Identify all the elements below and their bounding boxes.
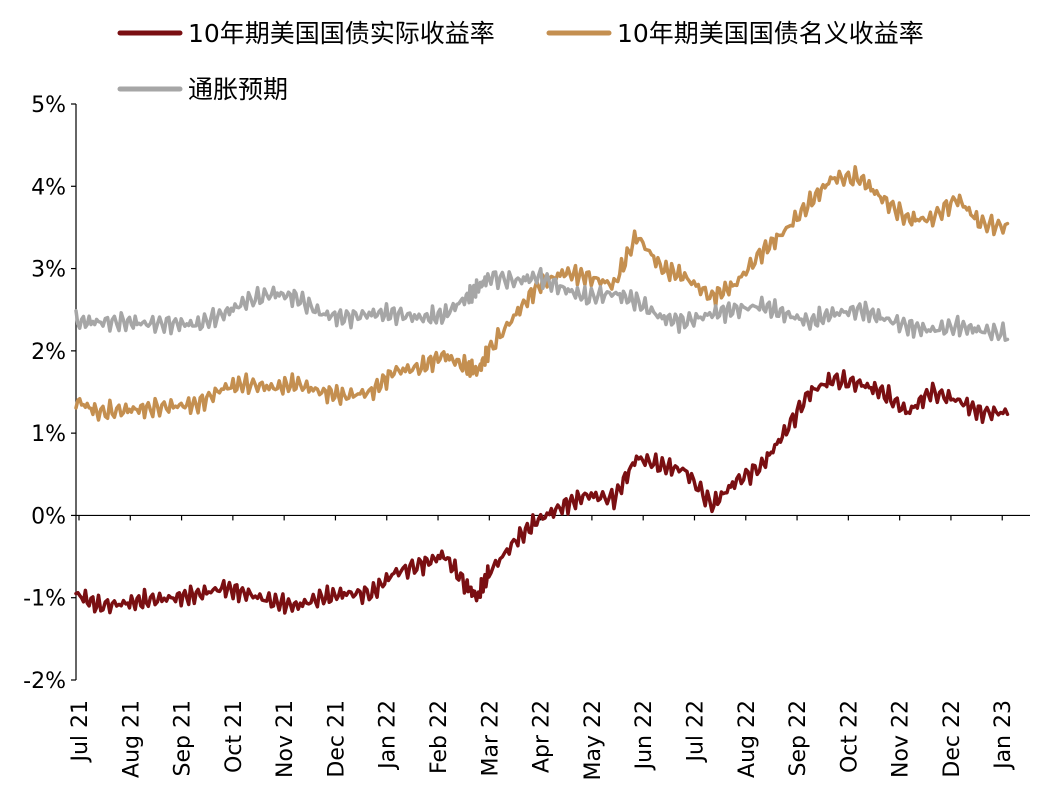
y-tick-label: -2% xyxy=(23,669,66,694)
y-tick-label: 1% xyxy=(31,422,66,447)
x-tick-label: Nov 21 xyxy=(273,700,298,778)
x-tick-label: Aug 22 xyxy=(735,700,760,778)
y-tick-label: 5% xyxy=(31,93,66,118)
y-tick-label: 3% xyxy=(31,258,66,283)
x-tick-label: Feb 22 xyxy=(427,700,452,774)
x-tick-label: Jan 22 xyxy=(376,700,401,771)
x-tick-label: Oct 21 xyxy=(222,700,247,773)
series-line xyxy=(74,369,1010,615)
x-tick-label: Jul 21 xyxy=(68,700,93,764)
x-tick-label: May 22 xyxy=(581,700,606,780)
series-line xyxy=(74,165,1010,422)
x-tick-label: Apr 22 xyxy=(530,700,555,773)
y-tick-label: 2% xyxy=(31,340,66,365)
x-tick-label: Mar 22 xyxy=(478,700,503,777)
x-tick-label: Dec 21 xyxy=(324,700,349,778)
x-tick-label: Sep 21 xyxy=(171,700,196,776)
x-tick-label: Jul 22 xyxy=(683,700,708,764)
x-tick-label: Oct 22 xyxy=(837,700,862,773)
plot-area xyxy=(74,165,1010,615)
y-tick-label: 4% xyxy=(31,175,66,200)
x-tick-label: Jun 22 xyxy=(632,700,657,771)
y-tick-label: -1% xyxy=(23,587,66,612)
y-axis: 5% 4% 3% 2% 1% 0% -1% -2% xyxy=(23,93,77,694)
x-tick-label: Nov 22 xyxy=(889,700,914,778)
legend-label: 通胀预期 xyxy=(188,75,288,104)
series-line xyxy=(74,266,1010,342)
x-tick-label: Sep 22 xyxy=(786,700,811,776)
x-axis: Jul 21 Aug 21 Sep 21 Oct 21 Nov 21 Dec 21 Jan … xyxy=(68,514,1030,780)
legend-label: 10年期美国国债实际收益率 xyxy=(188,19,495,48)
legend-label: 10年期美国国债名义收益率 xyxy=(617,19,924,48)
x-tick-label: Jan 23 xyxy=(991,700,1016,771)
x-tick-label: Dec 22 xyxy=(940,700,965,778)
y-tick-label: 0% xyxy=(31,504,66,529)
x-tick-label: Aug 21 xyxy=(119,700,144,778)
